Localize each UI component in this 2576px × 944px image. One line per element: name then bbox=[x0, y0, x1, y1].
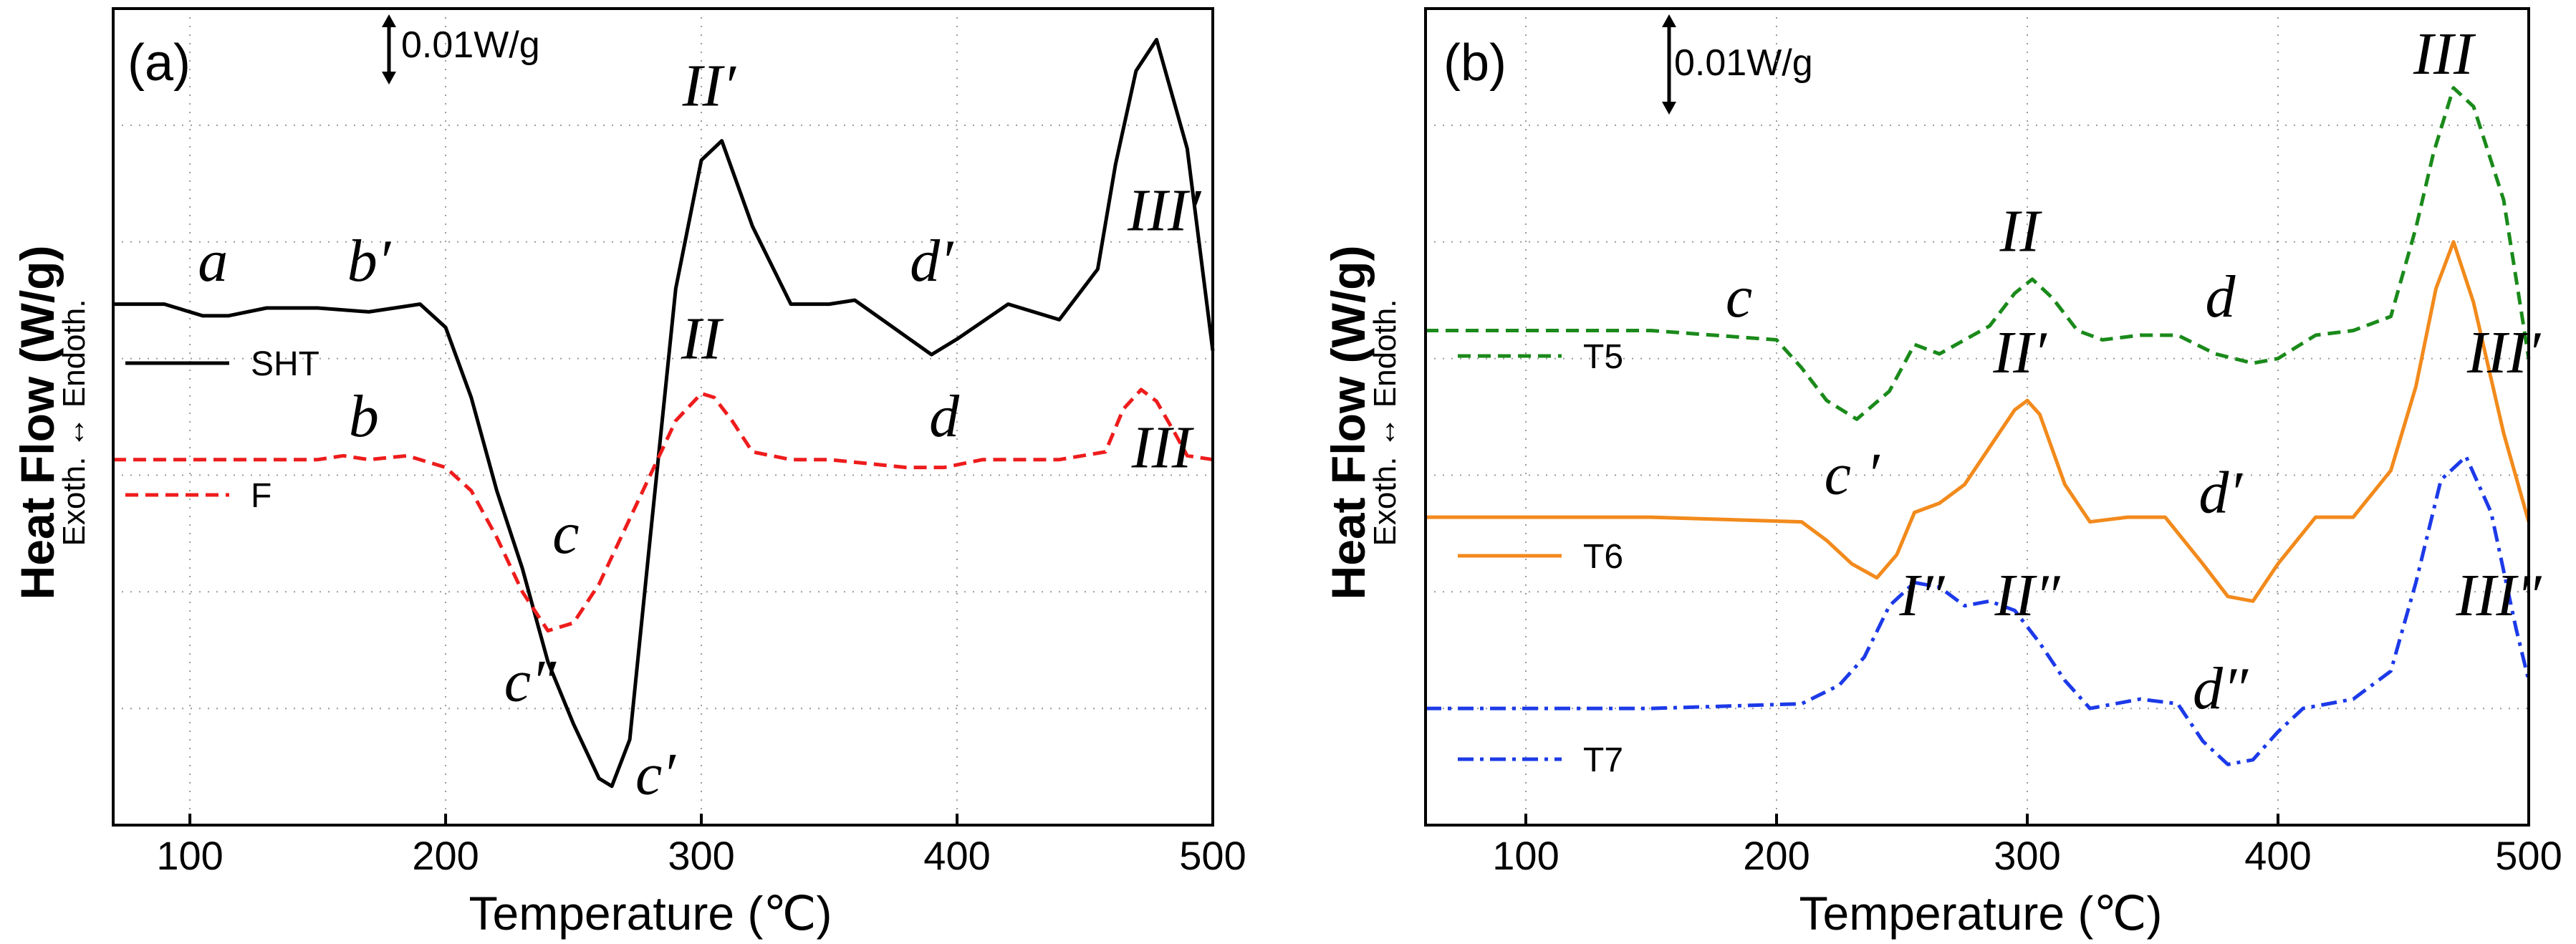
p1-annotation-9: II″ bbox=[1994, 562, 2061, 629]
p1-annotation-0: III bbox=[2413, 21, 2476, 87]
p1-legend-label-T7: T7 bbox=[1583, 741, 1623, 779]
p0-annotation-3: d′ bbox=[910, 228, 954, 294]
p0-series-SHT bbox=[113, 37, 1215, 789]
p1-legend-label-T5: T5 bbox=[1583, 338, 1623, 376]
panel-label-b: (b) bbox=[1443, 34, 1506, 92]
p0-scale-bar-arrow-up bbox=[382, 14, 396, 27]
p0-annotation-11: c′ bbox=[635, 741, 676, 808]
p1-annotation-6: c ′ bbox=[1825, 440, 1880, 507]
p1-series-T7 bbox=[1426, 454, 2531, 766]
p1-xtick-label-300: 300 bbox=[1994, 833, 2060, 878]
p1-series-T5 bbox=[1426, 86, 2531, 421]
scale-bar-label-a: 0.01W/g bbox=[401, 24, 540, 66]
p0-xtick-label-300: 300 bbox=[668, 833, 734, 878]
p1-series-T6 bbox=[1426, 240, 2531, 603]
p0-annotation-8: III bbox=[1131, 415, 1195, 481]
panel-a: Heat Flow (W/g) Exoth. ↔ Endoth. Tempera… bbox=[11, 7, 1246, 940]
p0-annotation-10: c″ bbox=[504, 647, 557, 714]
p0-legend-label-SHT: SHT bbox=[251, 345, 319, 383]
p1-xtick-label-400: 400 bbox=[2244, 833, 2311, 878]
p1-plot-frame bbox=[1424, 7, 2530, 827]
p0-xtick-label-500: 500 bbox=[1179, 833, 1246, 878]
p0-plot-frame bbox=[112, 7, 1214, 827]
p1-annotation-1: II bbox=[1999, 198, 2043, 265]
p0-xtick-label-100: 100 bbox=[156, 833, 223, 878]
p0-annotation-2: II′ bbox=[682, 53, 737, 120]
panel-b: Heat Flow (W/g) Exoth. ↔ Endoth. Tempera… bbox=[1322, 7, 2562, 940]
p0-legend-label-F: F bbox=[251, 477, 271, 515]
x-axis-label-a: Temperature (℃) bbox=[469, 887, 832, 940]
p1-annotation-10: d″ bbox=[2193, 655, 2249, 722]
p0-series-F bbox=[113, 387, 1213, 633]
p0-annotation-1: b′ bbox=[347, 228, 392, 294]
p1-legend-label-T6: T6 bbox=[1583, 538, 1623, 576]
scale-bar-label-b: 0.01W/g bbox=[1674, 42, 1813, 84]
p0-annotation-5: II bbox=[681, 306, 724, 372]
p0-annotation-0: a bbox=[198, 228, 228, 294]
p0-scale-bar-arrow-down bbox=[382, 72, 396, 85]
p1-scale-bar-arrow-down bbox=[1662, 102, 1676, 115]
y-axis-label-b: Heat Flow (W/g) bbox=[1322, 246, 1375, 600]
p1-annotation-5: III′ bbox=[2466, 319, 2542, 386]
p0-xtick-label-200: 200 bbox=[412, 833, 479, 878]
p1-xtick-label-200: 200 bbox=[1743, 833, 1810, 878]
p1-xtick-label-500: 500 bbox=[2495, 833, 2562, 878]
panel-label-a: (a) bbox=[128, 34, 191, 92]
p0-annotation-4: III′ bbox=[1127, 177, 1202, 244]
p0-annotation-7: d bbox=[929, 383, 960, 450]
x-axis-label-b: Temperature (℃) bbox=[1799, 887, 2163, 940]
p1-annotation-4: II′ bbox=[1992, 319, 2047, 386]
p0-annotation-9: c bbox=[552, 500, 579, 567]
p1-annotation-2: c bbox=[1726, 264, 1752, 330]
p1-annotation-11: III″ bbox=[2456, 562, 2542, 629]
p1-annotation-8: I″ bbox=[1899, 562, 1946, 629]
p0-annotation-6: b bbox=[349, 383, 379, 450]
p1-xtick-label-100: 100 bbox=[1492, 833, 1559, 878]
p0-xtick-label-400: 400 bbox=[923, 833, 990, 878]
y-axis-sublabel-a: Exoth. ↔ Endoth. bbox=[57, 299, 92, 546]
y-axis-sublabel-b: Exoth. ↔ Endoth. bbox=[1368, 299, 1403, 546]
p1-annotation-3: d bbox=[2206, 264, 2236, 330]
y-axis-label-a: Heat Flow (W/g) bbox=[11, 246, 64, 600]
p1-annotation-7: d′ bbox=[2198, 460, 2243, 526]
p1-scale-bar-arrow-up bbox=[1662, 14, 1676, 27]
